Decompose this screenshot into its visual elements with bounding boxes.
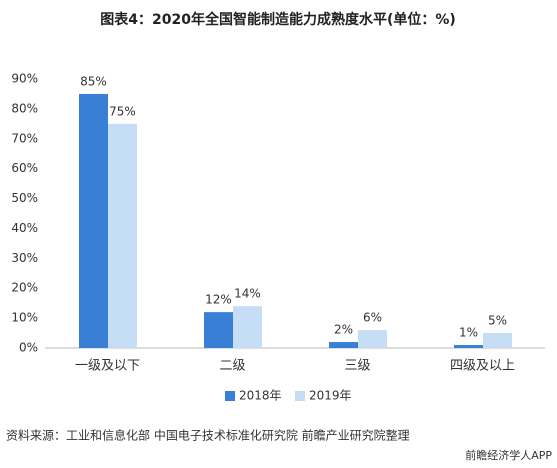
bar <box>79 93 108 348</box>
legend-label: 2018年 <box>239 389 282 403</box>
bar <box>108 123 137 348</box>
legend-swatch <box>225 391 235 401</box>
value-label: 6% <box>363 311 382 325</box>
y-tick-label: 30% <box>11 251 38 265</box>
value-label: 75% <box>109 104 136 118</box>
y-tick-label: 70% <box>11 131 38 145</box>
y-tick-label: 40% <box>11 221 38 235</box>
value-label: 12% <box>205 293 232 307</box>
y-tick-label: 20% <box>11 281 38 295</box>
value-label: 14% <box>234 287 261 301</box>
value-label: 5% <box>488 314 507 328</box>
bar <box>233 306 262 348</box>
y-tick-label: 10% <box>11 311 38 325</box>
y-tick-label: 80% <box>11 101 38 115</box>
x-tick-label: 三级 <box>344 359 370 374</box>
bar <box>483 333 512 348</box>
x-tick-label: 二级 <box>219 359 245 374</box>
value-label: 1% <box>459 326 478 340</box>
legend-label: 2019年 <box>309 389 352 403</box>
y-tick-label: 50% <box>11 191 38 205</box>
y-tick-label: 90% <box>11 72 38 86</box>
x-tick-label: 四级及以上 <box>450 359 515 374</box>
bar <box>204 312 233 348</box>
x-tick-label: 一级及以下 <box>75 359 140 374</box>
value-label: 85% <box>80 74 107 88</box>
bar <box>454 345 483 348</box>
y-tick-label: 60% <box>11 161 38 175</box>
y-tick-label: 0% <box>19 341 38 355</box>
value-label: 2% <box>334 323 353 337</box>
legend-swatch <box>295 391 305 401</box>
chart-title: 图表4：2020年全国智能制造能力成熟度水平(单位：%) <box>100 11 456 28</box>
source: 资料来源：工业和信息化部 中国电子技术标准化研究院 前瞻产业研究院整理 <box>6 428 410 443</box>
bar <box>329 342 358 348</box>
footer: 前瞻经济学人APP <box>465 448 552 462</box>
bar <box>358 330 387 348</box>
